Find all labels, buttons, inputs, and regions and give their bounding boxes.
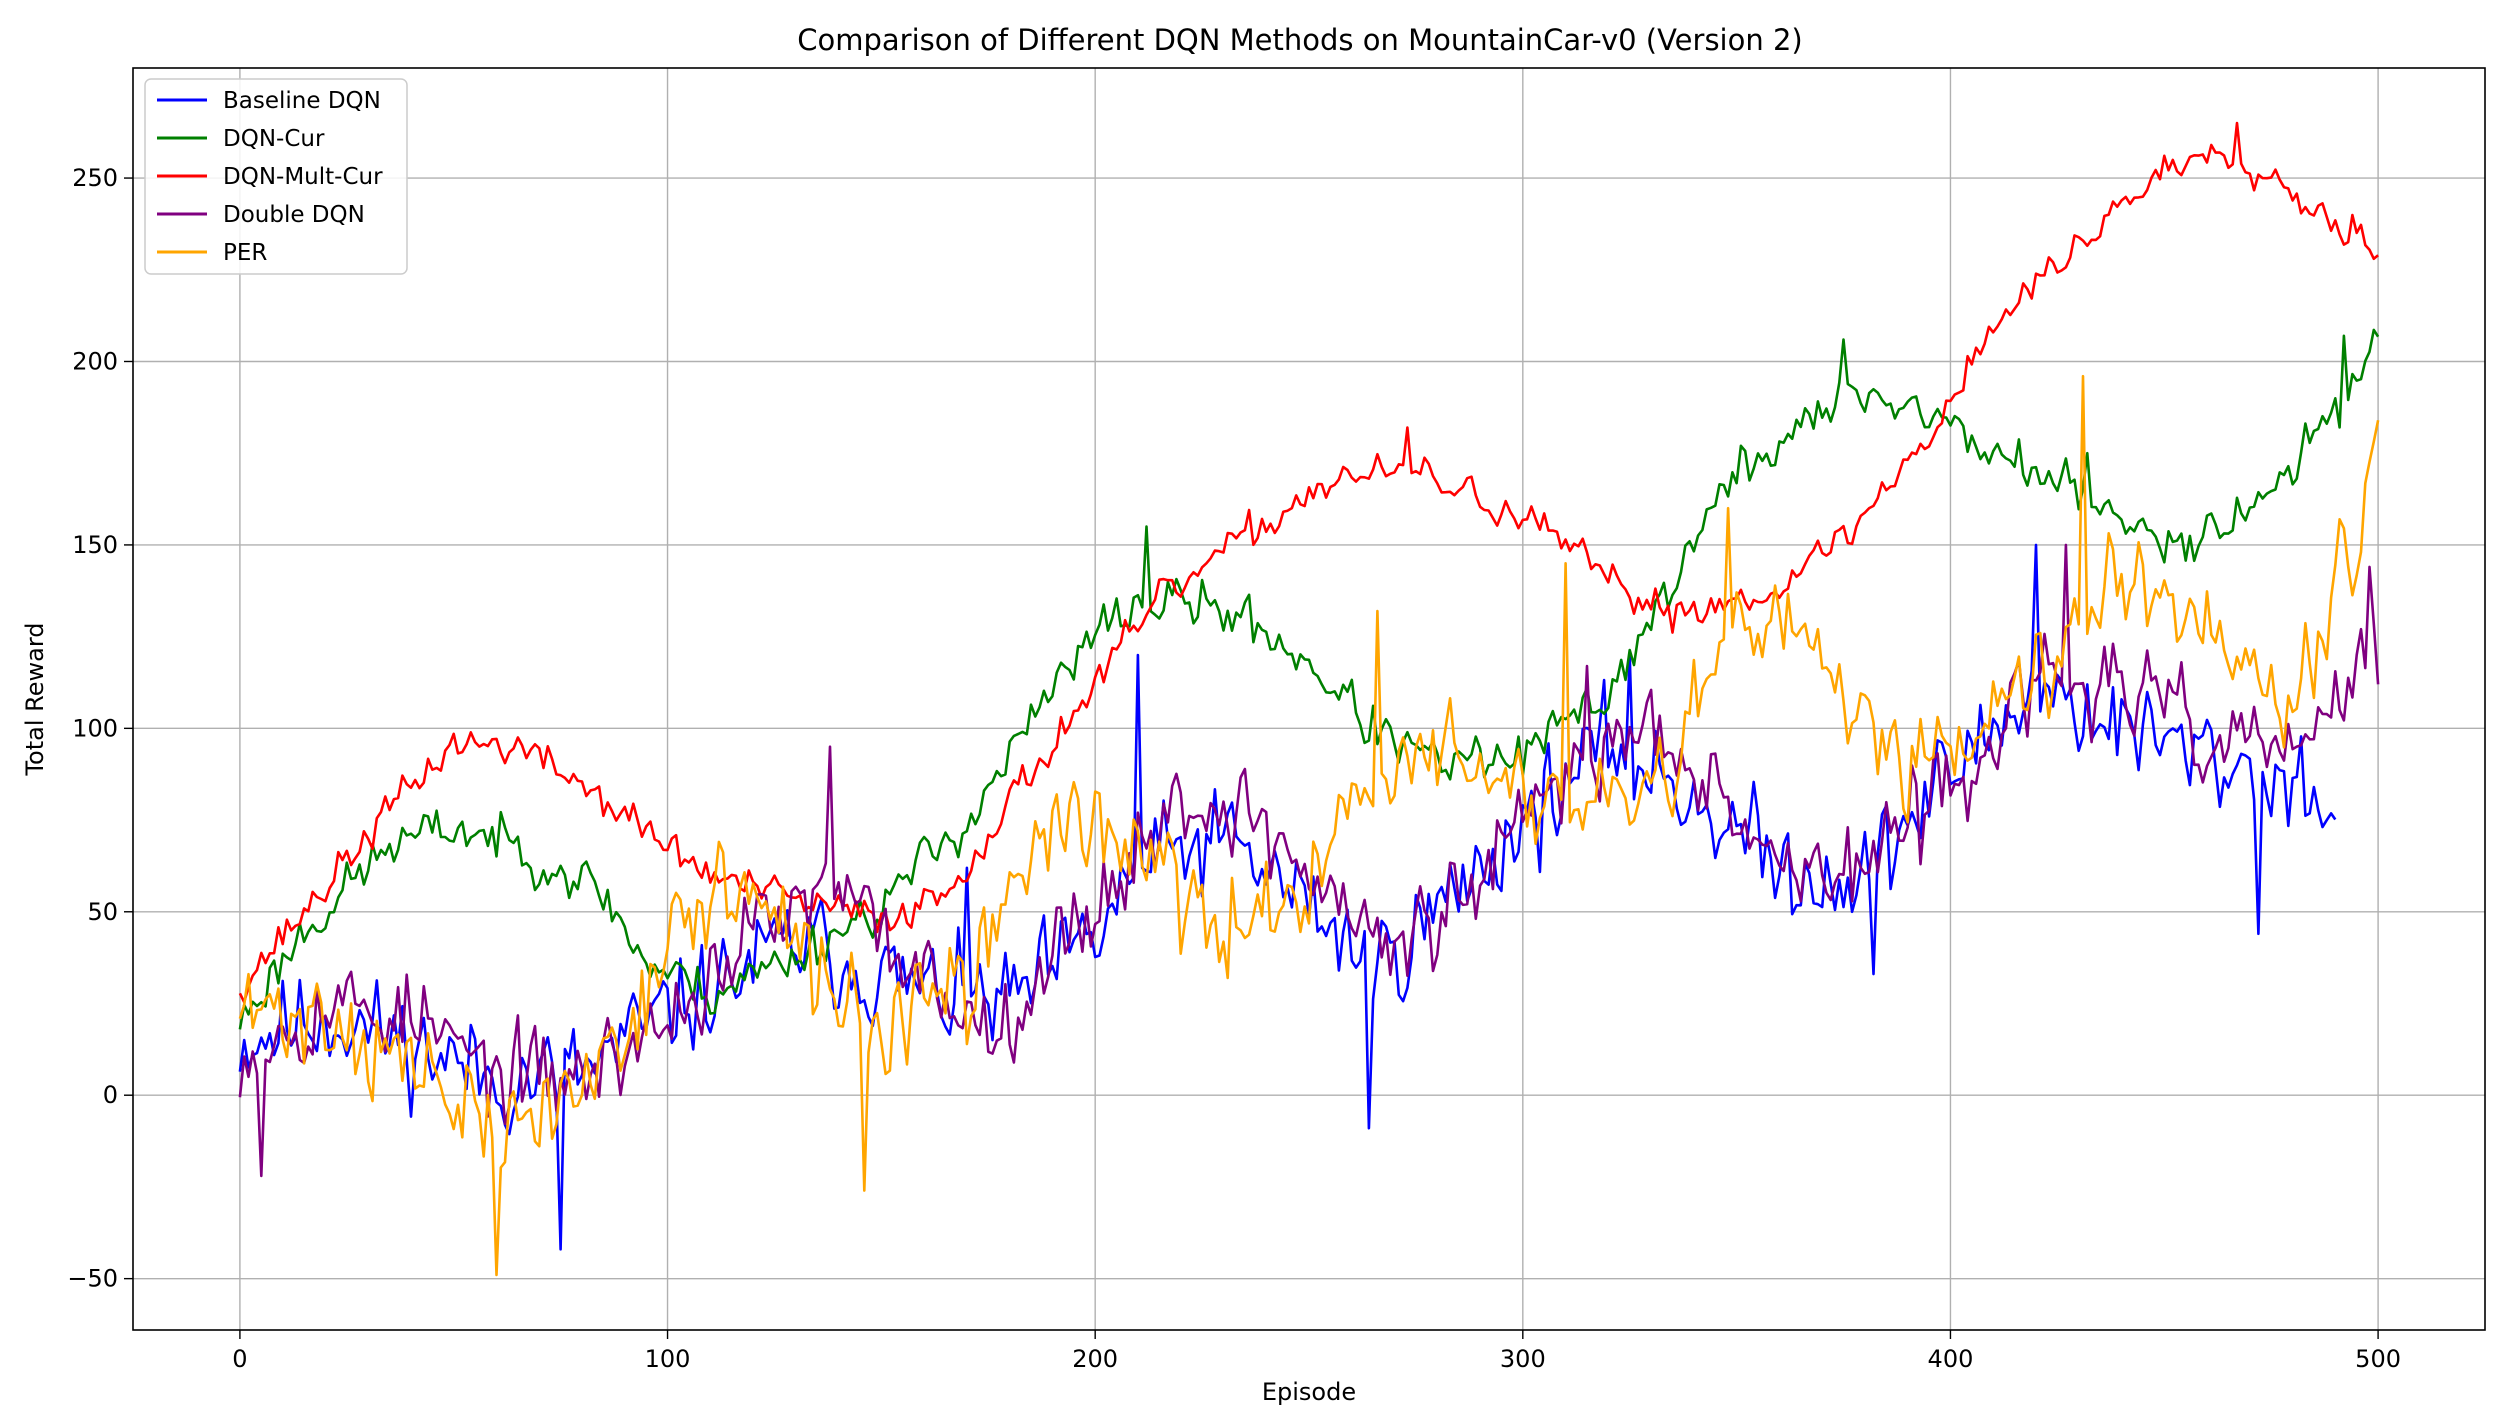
y-tick-label-0: −50	[67, 1265, 118, 1293]
x-axis-label: Episode	[1262, 1378, 1356, 1406]
y-tick-label-1: 0	[103, 1081, 118, 1109]
x-tick-label-5: 500	[2355, 1345, 2401, 1373]
series-line-4	[238, 374, 2380, 1277]
x-tick-label-2: 200	[1072, 1345, 1118, 1373]
legend-label-1: DQN-Cur	[223, 126, 325, 152]
chart-title: Comparison of Different DQN Methods on M…	[797, 23, 1802, 57]
plot-frame	[132, 67, 2486, 1331]
legend-label-4: PER	[223, 240, 267, 266]
series-line-1	[238, 328, 2380, 1030]
y-tick-label-6: 250	[72, 164, 118, 192]
series-lines	[238, 121, 2380, 1277]
legend-label-0: Baseline DQN	[223, 88, 381, 114]
legend-label-3: Double DQN	[223, 202, 365, 228]
y-tick-label-3: 100	[72, 714, 118, 742]
series-line-2	[238, 121, 2379, 1004]
y-axis-label: Total Reward	[21, 622, 49, 776]
y-tick-label-4: 150	[72, 531, 118, 559]
axis-ticks: 0 100 200 300 400 500 −50 0 50 100 150 200 250	[67, 164, 2401, 1373]
y-tick-label-5: 200	[72, 347, 118, 375]
legend-box	[144, 78, 408, 275]
x-tick-label-4: 400	[1928, 1345, 1974, 1373]
legend-label-2: DQN-Mult-Cur	[223, 164, 383, 190]
legend: Baseline DQN DQN-Cur DQN-Mult-Cur Double DQ…	[144, 78, 408, 275]
x-tick-label-3: 300	[1500, 1345, 1546, 1373]
y-tick-label-2: 50	[87, 898, 118, 926]
x-tick-label-0: 0	[232, 1345, 247, 1373]
x-tick-label-1: 100	[645, 1345, 691, 1373]
